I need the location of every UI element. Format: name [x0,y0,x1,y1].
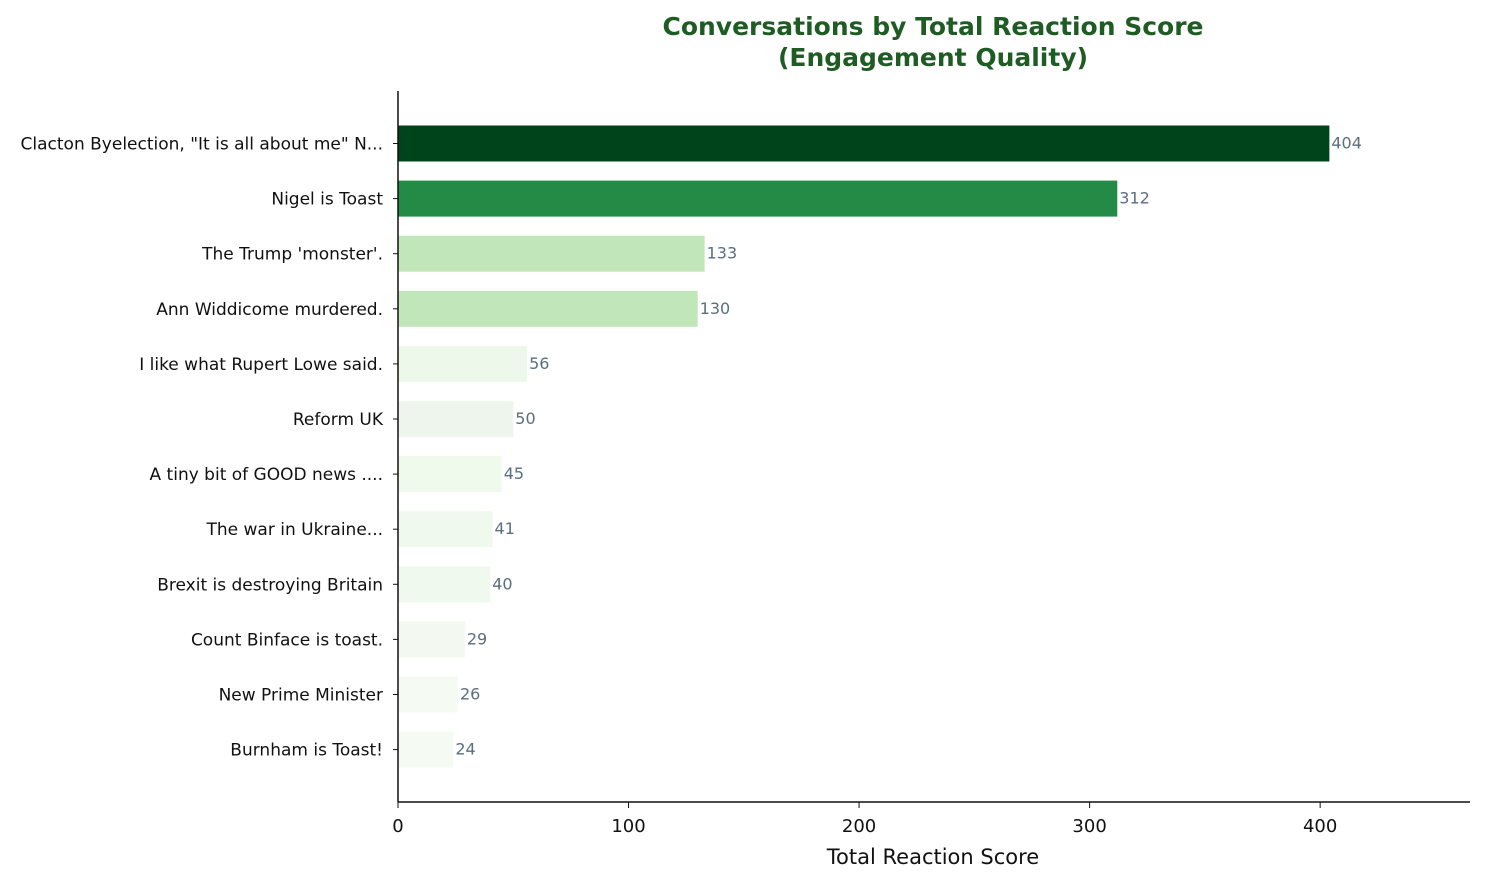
bar [398,345,528,382]
x-tick-label: 100 [611,816,645,837]
value-label: 26 [460,685,480,704]
bar [398,125,1330,162]
axes-group [397,91,1470,803]
x-tick-label: 200 [842,816,876,837]
bar [398,180,1118,217]
value-label: 404 [1331,134,1362,153]
value-label: 29 [467,629,487,648]
category-label: Ann Widdicome murdered. [156,300,383,320]
value-label: 312 [1119,189,1150,208]
bar [398,401,514,437]
chart-title-line-1: Conversations by Total Reaction Score [662,12,1203,41]
bars-group [398,125,1330,768]
bar [398,456,502,493]
bar [398,566,491,603]
bar [398,290,698,327]
category-label: A tiny bit of GOOD news .... [150,465,383,485]
value-label: 50 [515,409,535,428]
category-label: I like what Rupert Lowe said. [139,355,383,375]
x-axis-title: Total Reaction Score [826,845,1039,869]
category-label: Reform UK [293,410,384,430]
bar [398,235,705,272]
value-label: 41 [495,519,515,538]
x-tick-label: 300 [1072,816,1106,837]
category-label: Count Binface is toast. [191,630,383,650]
bar [398,676,458,713]
x-tick-label: 0 [392,816,403,837]
category-label: Burnham is Toast! [230,741,383,761]
category-labels-group: Clacton Byelection, "It is all about me"… [21,135,398,761]
bar [398,731,454,768]
category-label: New Prime Minister [219,686,383,706]
value-label: 45 [504,464,524,483]
category-label: Clacton Byelection, "It is all about me"… [21,135,383,155]
value-label: 130 [700,299,731,318]
value-labels-group: 404 312 133 130 56 50 45 41 40 29 26 24 [455,134,1362,759]
value-label: 24 [455,740,475,759]
category-label: Brexit is destroying Britain [157,575,383,595]
category-label: The Trump 'monster'. [201,245,383,265]
bar [398,511,493,548]
value-label: 133 [707,244,738,263]
chart-title-line-2: (Engagement Quality) [778,43,1088,72]
x-tick-label: 400 [1303,816,1337,837]
bar [398,621,465,658]
category-label: Nigel is Toast [271,190,383,210]
x-ticks-group: 0 100 200 300 400 [392,802,1337,837]
value-label: 56 [529,354,549,373]
value-label: 40 [492,574,512,593]
category-label: The war in Ukraine... [206,520,384,540]
